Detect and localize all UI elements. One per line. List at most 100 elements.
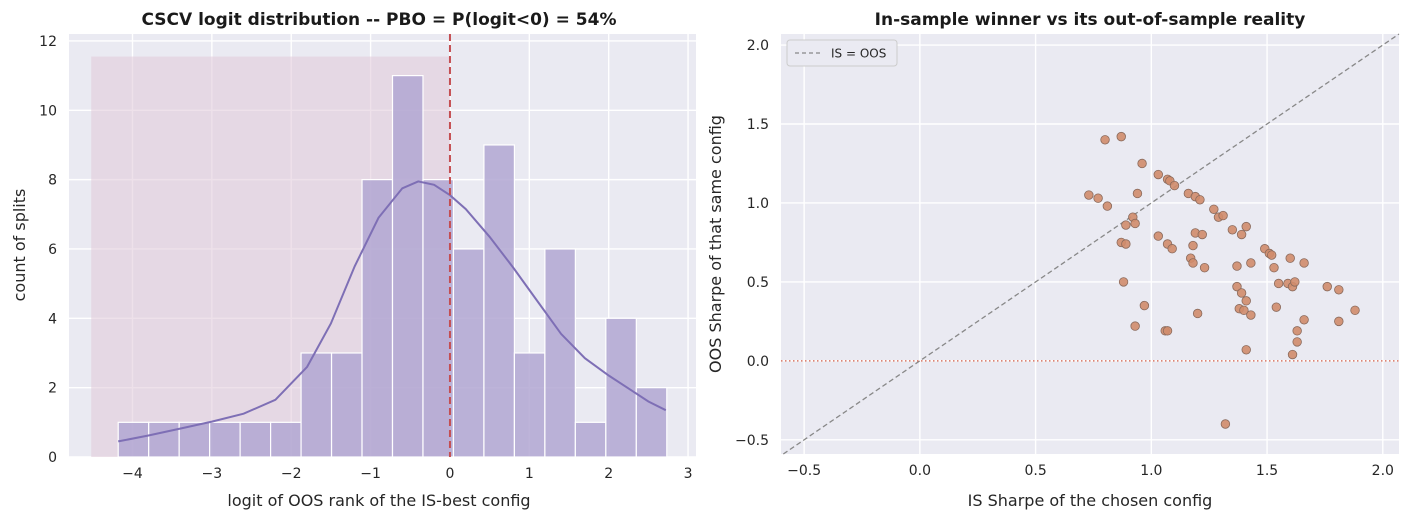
legend-box — [786, 39, 898, 67]
histogram-bar — [452, 248, 485, 458]
y-tick-label: 1.5 — [747, 117, 769, 133]
y-tick-label: 12 — [39, 34, 57, 50]
scatter-panel: −0.5 0.0 0.5 1.0 1.5 2.0 −0.50.00.51.01.52.0 … — [706, 10, 1400, 510]
scatter-point — [1199, 262, 1210, 273]
y-tick-label: 2.0 — [747, 38, 769, 54]
x-tick-label: 3 — [684, 466, 693, 482]
scatter-point — [1153, 231, 1163, 241]
y-tick-label: 0.5 — [747, 275, 769, 291]
scatter-point — [1121, 220, 1131, 230]
y-tick-label: 0.0 — [747, 354, 769, 370]
scatter-point — [1137, 158, 1147, 169]
x-axis-label: IS Sharpe of the chosen config — [968, 491, 1213, 510]
y-tick-labels: −0.5 0.0 0.5 1.0 1.5 2.0 — [735, 38, 769, 449]
scatter-point — [1236, 288, 1247, 298]
histogram-bar — [148, 421, 180, 458]
scatter-point — [1271, 302, 1282, 312]
scatter-point — [1121, 239, 1131, 249]
y-tick-label: 6 — [48, 242, 57, 258]
y-tick-label: 10 — [39, 103, 57, 119]
x-tick-label: 0.0 — [909, 463, 931, 479]
scatter-point — [1266, 250, 1277, 260]
scatter-point — [1084, 190, 1094, 200]
histogram-bar — [513, 352, 546, 458]
scatter-point — [1130, 218, 1140, 229]
x-tick-label: 2.0 — [1372, 463, 1394, 479]
x-tick-label: −3 — [202, 466, 223, 482]
scatter-point — [1209, 204, 1219, 214]
scatter-point — [1350, 305, 1360, 316]
scatter-point — [1232, 261, 1242, 271]
scatter-point — [1188, 258, 1198, 268]
y-tick-label: 1.0 — [747, 196, 769, 212]
x-tick-labels: −0.5 0.0 0.5 1.0 1.5 2.0 — [787, 463, 1394, 479]
scatter-point — [1195, 195, 1205, 205]
grid-lines — [781, 34, 1399, 454]
scatter-point — [1188, 240, 1198, 251]
histogram-bar — [483, 144, 516, 458]
kde-curve — [118, 180, 667, 443]
scatter-point — [1169, 180, 1180, 191]
x-tick-label: −4 — [122, 466, 143, 482]
x-tick-label: −1 — [360, 466, 381, 482]
histogram-bar — [422, 179, 455, 458]
x-tick-label: 2 — [604, 466, 613, 482]
x-tick-label: 1 — [525, 466, 534, 482]
scatter-point — [1299, 315, 1309, 325]
x-tick-label: 0.5 — [1024, 463, 1046, 479]
x-tick-label: 0 — [446, 466, 455, 482]
histogram-bar — [635, 387, 668, 458]
histogram-bar — [239, 421, 272, 458]
y-tick-labels: 0 2 4 6 8 10 12 — [39, 34, 57, 466]
scatter-point — [1334, 285, 1344, 295]
y-axis-label: count of splits — [10, 189, 29, 302]
scatter-point — [1232, 281, 1242, 292]
scatter-point — [1116, 131, 1126, 142]
scatter-point — [1102, 201, 1113, 211]
x-tick-label: −2 — [281, 466, 302, 482]
x-tick-label: 1.0 — [1140, 463, 1162, 479]
legend: IS = OOS — [786, 39, 898, 67]
histogram-bar — [269, 421, 302, 458]
scatter-point — [1153, 169, 1163, 180]
scatter-point — [1218, 210, 1228, 221]
scatter-point — [1197, 229, 1207, 240]
x-tick-labels: −4 −3 −2 −1 0 1 2 3 — [122, 466, 692, 482]
chart-title: CSCV logit distribution -- PBO = P(logit… — [142, 10, 617, 30]
scatter-point — [1292, 326, 1302, 336]
scatter-point — [1241, 221, 1251, 232]
histogram-bar — [574, 421, 607, 458]
x-tick-label: −0.5 — [787, 463, 821, 479]
y-axis-label: OOS Sharpe of that same config — [706, 115, 725, 373]
chart-title: In-sample winner vs its out-of-sample re… — [875, 10, 1306, 30]
scatter-point — [1241, 296, 1251, 306]
scatter-points — [1084, 131, 1360, 429]
identity-line — [782, 33, 1400, 455]
scatter-point — [1100, 135, 1110, 145]
scatter-point — [1285, 253, 1295, 263]
scatter-point — [1167, 244, 1177, 254]
scatter-point — [1227, 225, 1238, 235]
scatter-point — [1192, 308, 1203, 319]
scatter-point — [1292, 337, 1302, 347]
scatter-point — [1246, 310, 1256, 320]
x-axis-label: logit of OOS rank of the IS-best config — [227, 491, 530, 510]
scatter-point — [1220, 419, 1231, 429]
y-tick-label: 0 — [48, 450, 57, 466]
y-tick-label: 4 — [48, 311, 57, 327]
scatter-point — [1239, 305, 1249, 316]
scatter-point — [1290, 277, 1300, 287]
scatter-point — [1299, 258, 1309, 268]
scatter-point — [1241, 345, 1251, 355]
histogram-bar — [361, 179, 394, 458]
scatter-point — [1132, 188, 1143, 199]
scatter-point — [1118, 277, 1129, 287]
scatter-point — [1269, 262, 1279, 273]
legend-label: IS = OOS — [831, 47, 886, 61]
scatter-point — [1130, 321, 1140, 331]
scatter-point — [1334, 316, 1344, 327]
histogram-bar — [330, 352, 363, 458]
histogram-bar — [544, 248, 576, 458]
scatter-point — [1287, 349, 1298, 360]
